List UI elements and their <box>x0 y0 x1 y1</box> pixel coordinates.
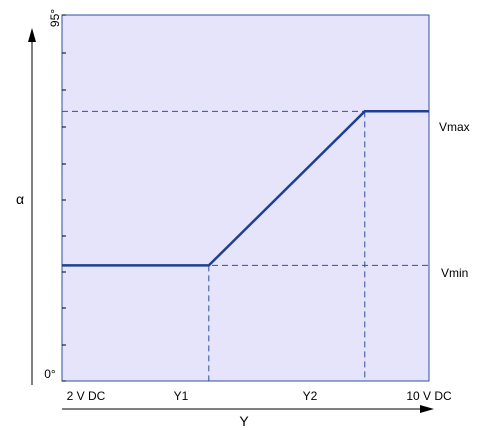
y-tick-label-max: 95° <box>48 9 62 27</box>
plot-area <box>61 14 430 382</box>
y-axis-title: α <box>16 191 24 207</box>
x-axis-title: Y <box>239 413 249 429</box>
x-tick-label-y1: Y1 <box>174 389 189 403</box>
x-tick-label-start: 2 V DC <box>67 389 106 403</box>
y-axis-arrowhead <box>28 28 36 42</box>
x-tick-label-end: 10 V DC <box>406 389 452 403</box>
vmax-label: Vmax <box>439 120 470 134</box>
y-tick-label-min: 0° <box>44 367 56 381</box>
vmin-label: Vmin <box>441 266 468 280</box>
x-axis-arrowhead <box>420 405 434 413</box>
y-axis-ticks <box>62 14 66 382</box>
characteristic-curve <box>62 110 429 267</box>
x-tick-label-y2: Y2 <box>303 389 318 403</box>
